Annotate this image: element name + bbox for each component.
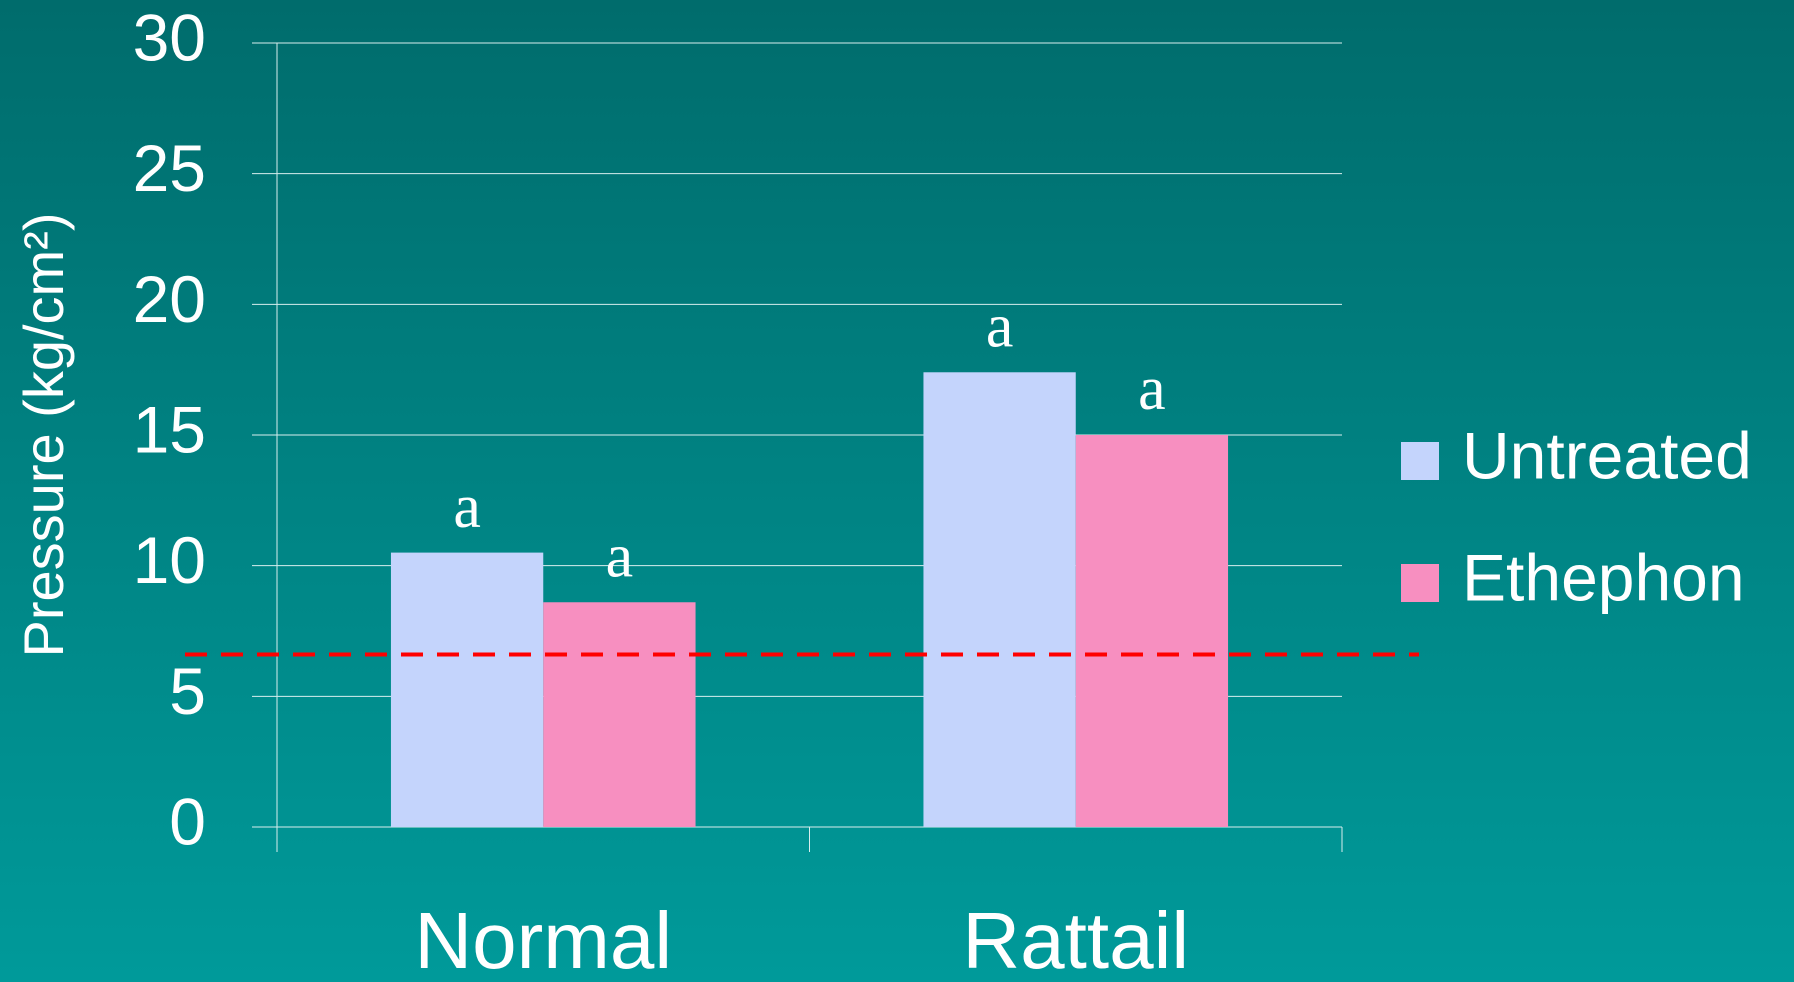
significance-letter: a [986,293,1014,361]
bar [390,552,544,827]
y-tick-label: 20 [133,262,206,336]
y-tick-label: 10 [133,523,206,597]
x-tick-label: Rattail [962,896,1189,982]
y-tick-label: 30 [133,0,206,74]
significance-letter: a [1138,355,1166,423]
y-tick-label: 0 [169,784,206,858]
bar [543,602,696,827]
significance-letter: a [606,522,634,590]
legend-swatch [1401,564,1439,602]
legend-label: Ethephon [1462,540,1745,614]
significance-letter: a [453,473,481,541]
y-tick-label: 5 [169,654,206,728]
legend-label: Untreated [1462,418,1752,492]
legend-swatch [1401,442,1439,480]
y-tick-label: 25 [133,131,206,205]
x-tick-label: Normal [414,896,672,982]
y-tick-label: 15 [133,392,206,466]
bar [1075,435,1229,827]
y-axis-label: Pressure (kg/cm²) [12,213,75,658]
bar [923,372,1076,827]
